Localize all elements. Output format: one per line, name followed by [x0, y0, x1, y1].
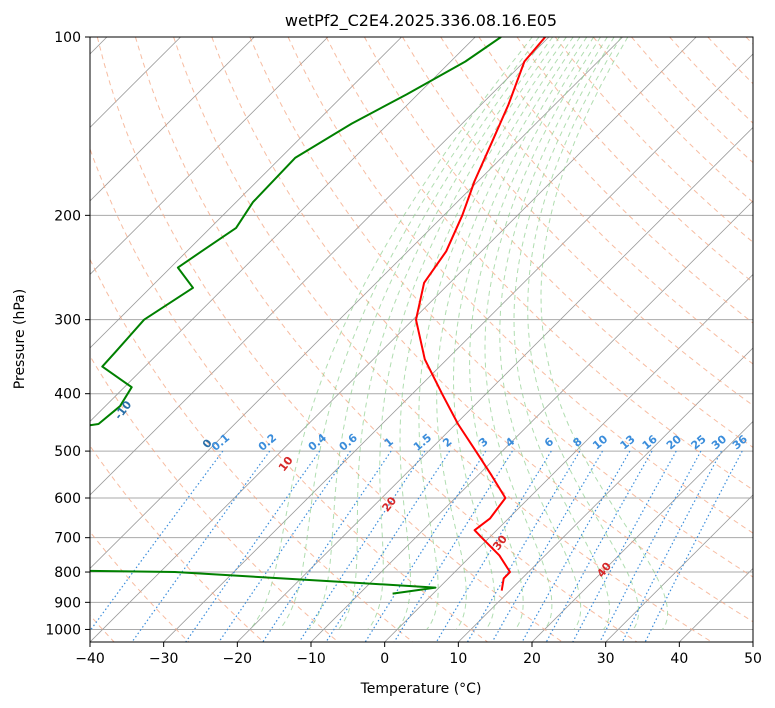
y-tick-label: 400 — [54, 387, 81, 403]
mixing-ratio-line — [621, 450, 722, 642]
isotherm-line — [90, 37, 329, 275]
mixing-ratio-line — [262, 450, 392, 642]
mixing-ratio-line — [521, 450, 631, 642]
dry-adiabat-line — [211, 37, 753, 623]
mixing-ratio-line — [298, 450, 426, 642]
x-tick-label: −30 — [149, 651, 179, 667]
isotherm-line — [90, 37, 476, 423]
y-tick-label: 300 — [54, 313, 81, 329]
isotherm-line — [90, 37, 255, 202]
mixing-ratio-line — [545, 450, 653, 642]
y-tick-label: 500 — [54, 444, 81, 460]
plot-frame — [89, 36, 754, 643]
dry-adiabat-line — [173, 37, 712, 642]
isotherm-line — [458, 347, 753, 642]
axes-layer: −40 −30 −20 −10 0 10 20 30 40 50 100 200 300 400 500 60… — [45, 30, 762, 667]
x-tick-label: 20 — [523, 651, 541, 667]
mixing-ratio-line — [393, 450, 513, 642]
moist-adiabat-line — [279, 37, 540, 630]
x-tick-label: 0 — [380, 651, 389, 667]
dry-adiabat-line — [90, 445, 264, 642]
x-tick-label: 40 — [670, 651, 688, 667]
y-tick-label: 800 — [54, 565, 81, 581]
moist-adiabat-line — [337, 37, 554, 630]
y-tick-label: 200 — [54, 208, 81, 224]
x-tick-label: −20 — [223, 651, 253, 667]
temperature-profile-line — [415, 37, 546, 591]
y-tick-label: 900 — [54, 595, 81, 611]
dry-adiabat-line — [287, 37, 753, 534]
isotherm-line — [237, 126, 753, 642]
moist-adiabat-line — [469, 37, 595, 630]
moist-adiabat-line — [308, 37, 547, 630]
dry-adiabat-line — [90, 147, 488, 642]
mixing-ratio-line — [599, 450, 702, 642]
y-tick-label: 700 — [54, 531, 81, 547]
dry-adiabat-line — [90, 355, 339, 642]
isotherm-line — [163, 53, 753, 642]
dry-adiabat-line — [402, 37, 753, 406]
y-tick-label: 1000 — [45, 622, 81, 638]
dewpoint-profile-line — [90, 37, 502, 595]
isotherm-line — [90, 37, 550, 496]
isotherm-line — [605, 494, 753, 642]
mixing-ratio-line — [491, 450, 604, 642]
x-tick-label: −10 — [296, 651, 326, 667]
moist-adiabat-line — [367, 37, 560, 630]
dry-adiabat-line — [363, 37, 753, 448]
x-tick-label: 10 — [449, 651, 467, 667]
mixing-ratio-line — [185, 450, 321, 642]
x-tick-label: −40 — [75, 651, 105, 667]
y-axis-label: Pressure (hPa) — [12, 289, 28, 389]
mixing-ratio-line — [644, 450, 743, 642]
mixing-ratio-line — [90, 450, 224, 632]
mixing-ratio-line — [572, 450, 677, 642]
mixing-ratio-line — [218, 450, 351, 642]
x-tick-label: 50 — [744, 651, 762, 667]
x-axis-label: Temperature (°C) — [360, 681, 482, 697]
moist-adiabat-line — [540, 37, 669, 630]
moist-adiabat-line — [527, 37, 640, 630]
dry-adiabat-line — [325, 37, 753, 491]
moist-adiabat-line — [452, 37, 588, 630]
isotherm-line — [90, 37, 623, 570]
isotherm-line — [310, 200, 753, 642]
moist-adiabat-line — [484, 37, 601, 630]
isotherm-line — [531, 420, 753, 642]
isotherm-line — [90, 37, 697, 642]
y-tick-label: 100 — [54, 30, 81, 46]
isotherm-line — [90, 37, 402, 349]
moist-adiabat-line — [418, 37, 574, 630]
dry-adiabat-line — [134, 37, 638, 642]
moist-adiabat-line — [499, 37, 608, 630]
moist-adiabat-line — [436, 37, 581, 630]
y-tick-label: 600 — [54, 491, 81, 507]
series-layer — [90, 37, 546, 595]
chart-title: wetPf2_C2E4.2025.336.08.16.E05 — [285, 11, 557, 31]
grid-layer — [90, 37, 753, 642]
dry-adiabat-line — [249, 37, 753, 578]
moist-adiabat-line — [513, 37, 615, 630]
x-tick-label: 30 — [597, 651, 615, 667]
dry-adiabat-line — [96, 37, 563, 642]
